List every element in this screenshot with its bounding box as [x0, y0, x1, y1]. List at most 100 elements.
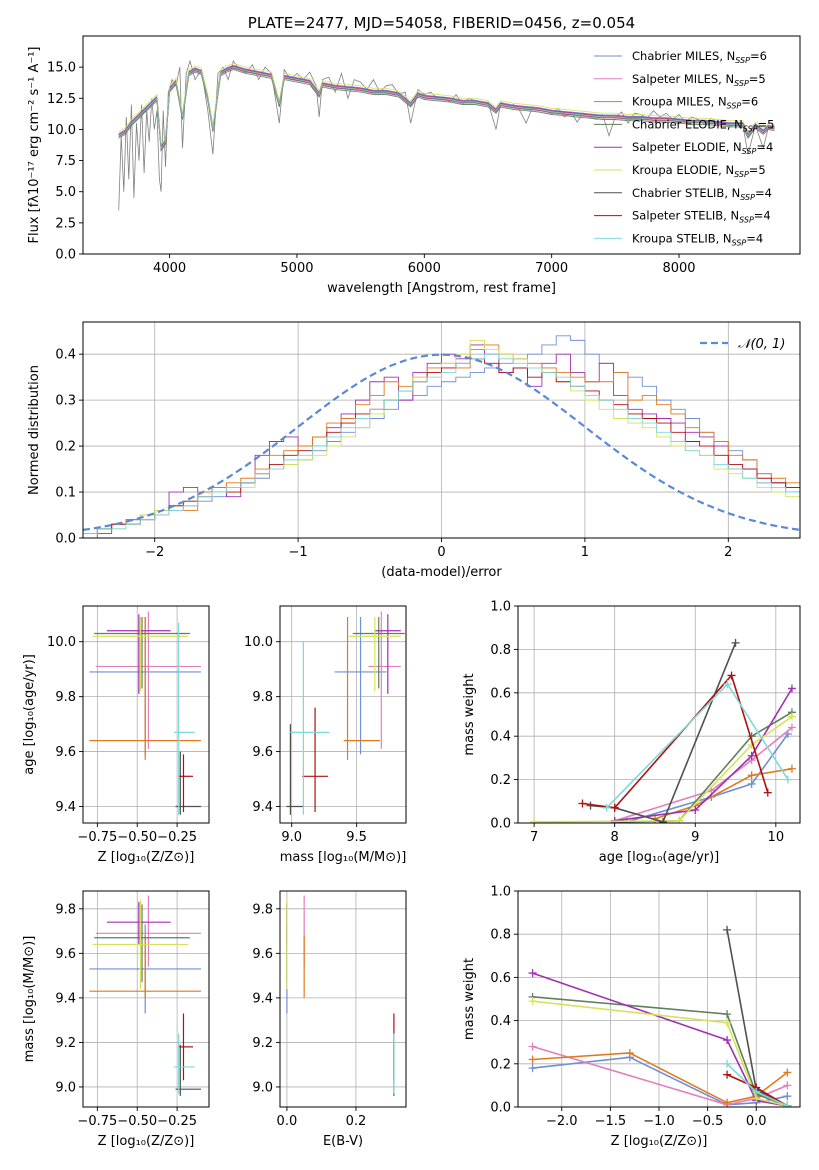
- axes-mass-age: 9.0 9.5 9.4 9.6 9.8 10.0 mass [log₁₀(M/M⊙)]: [244, 605, 407, 865]
- plot-area: [528, 925, 792, 1107]
- weight-marker: [675, 816, 684, 823]
- legend-sub: SSP: [740, 193, 755, 202]
- weight-marker: [752, 1087, 761, 1096]
- x-tick-label: 9.5: [346, 830, 367, 845]
- legend-label: Chabrier MILES, N: [632, 49, 735, 63]
- weight-marker: [763, 788, 772, 797]
- weight-marker: [528, 1064, 537, 1073]
- y-tick-label: 0.2: [490, 773, 511, 788]
- plot-area: [286, 895, 395, 1096]
- legend-sub: SSP: [727, 102, 742, 111]
- legend-entry: 𝒩(0, 1): [738, 337, 785, 352]
- x-tick-label: 0.0: [277, 1114, 298, 1129]
- legend-suffix: =5: [749, 72, 766, 86]
- model-spectrum-line: [118, 62, 775, 146]
- x-axis-label: E(B-V): [323, 1134, 363, 1149]
- axes-ebv-mass: 0.0 0.2 9.0 9.2 9.4 9.6 9.8 E(B-V): [252, 890, 407, 1149]
- y-tick-label: 9.6: [252, 745, 273, 760]
- x-tick-label: 0.2: [346, 1114, 367, 1129]
- x-tick-label: −1.5: [595, 1114, 627, 1129]
- y-tick-label: 9.2: [252, 1036, 273, 1051]
- legend-label: Salpeter MILES, N: [632, 72, 734, 86]
- y-axis-label: mass weight: [462, 958, 477, 1040]
- weight-marker: [723, 1059, 732, 1068]
- x-axis-label: Z [log₁₀(Z/Z⊙)]: [98, 850, 195, 865]
- weight-line: [532, 1000, 788, 1107]
- legend-suffix: =6: [750, 49, 767, 63]
- weight-line: [626, 733, 789, 823]
- y-tick-label: 0.4: [490, 730, 511, 745]
- legend-sub: SSP: [742, 147, 757, 156]
- y-tick-label: 9.6: [55, 947, 76, 962]
- y-tick-label: 0.6: [490, 686, 511, 701]
- y-axis-label: age [log₁₀(age/yr)]: [22, 654, 37, 775]
- weight-marker: [659, 817, 668, 823]
- y-tick-label: 9.8: [55, 902, 76, 917]
- legend-entry: Kroupa STELIB, NSSP=4: [632, 231, 763, 247]
- legend-label: Kroupa MILES, N: [632, 95, 727, 109]
- histogram-step: [83, 344, 800, 538]
- y-tick-label: 0.8: [490, 928, 511, 943]
- gridlines: [83, 891, 209, 1107]
- y-tick-label: 7.5: [55, 154, 76, 169]
- weight-marker: [723, 1098, 732, 1107]
- weight-marker: [723, 680, 732, 689]
- y-tick-label: 5.0: [55, 185, 76, 200]
- weight-line: [726, 1063, 788, 1107]
- axes-Z-age: −0.75 −0.50 −0.25 9.4 9.6 9.8 10.0 Z [log₁₀(Z/Z…: [22, 605, 210, 865]
- y-tick-label: 2.5: [55, 216, 76, 231]
- x-tick-label: −0.50: [117, 1114, 157, 1129]
- x-axis-label: Z [log₁₀(Z/Z⊙)]: [611, 1134, 708, 1149]
- x-tick-label: 8: [611, 830, 619, 845]
- weight-line: [532, 996, 788, 1107]
- gridlines: [83, 606, 209, 823]
- plot-area: [89, 895, 202, 1096]
- legend-entry: Chabrier STELIB, NSSP=4: [632, 186, 772, 202]
- legend-sub: SSP: [735, 56, 750, 65]
- weight-marker: [625, 1049, 634, 1057]
- gridlines: [518, 605, 800, 824]
- legend-label: Salpeter STELIB, N: [632, 209, 739, 223]
- x-tick-label: 10: [768, 830, 785, 845]
- legend-suffix: =5: [749, 163, 766, 177]
- weight-line: [614, 726, 793, 822]
- x-tick-label: 7: [530, 830, 538, 845]
- gridlines: [280, 606, 406, 823]
- x-tick-label: 7000: [535, 261, 568, 276]
- legend-suffix: =4: [756, 140, 773, 154]
- weight-marker: [731, 638, 740, 647]
- axes-age-weight: 7 8 9 10 0.0 0.2 0.4 0.6 0.8 1.0 age [log₁₀(age/yr…: [462, 600, 801, 865]
- weight-marker: [747, 779, 756, 788]
- weight-marker: [610, 803, 619, 812]
- axes-frame: [517, 890, 801, 1108]
- axes-Z-mass: −0.75 −0.50 −0.25 9.0 9.2 9.4 9.6 9.8 Z [log₁₀(Z…: [22, 890, 210, 1149]
- y-tick-label: 12.5: [47, 92, 76, 107]
- x-tick-label: −0.5: [692, 1114, 724, 1129]
- x-tick-label: −0.75: [77, 1114, 117, 1129]
- legend-suffix: =4: [755, 186, 772, 200]
- weight-marker: [783, 1081, 792, 1090]
- legend-suffix: =4: [746, 231, 763, 245]
- histogram-step: [83, 353, 800, 538]
- plot-area: [286, 611, 405, 815]
- axes-frame: [279, 605, 407, 824]
- plot-area: [89, 611, 202, 815]
- weight-marker: [727, 671, 736, 680]
- weight-line: [534, 716, 793, 823]
- x-axis-label: (data-model)/error: [381, 565, 502, 580]
- weight-marker: [528, 997, 537, 1006]
- weight-line: [532, 1052, 788, 1104]
- weight-marker: [783, 1068, 792, 1077]
- legend-entry: Chabrier MILES, NSSP=6: [632, 49, 767, 65]
- plot-area: [83, 335, 800, 538]
- chart-title: PLATE=2477, MJD=54058, FIBERID=0456, z=0…: [248, 14, 635, 32]
- weight-marker: [747, 771, 756, 780]
- y-tick-label: 0.2: [490, 1057, 511, 1072]
- x-tick-label: −0.25: [157, 1114, 197, 1129]
- y-tick-label: 9.2: [55, 1036, 76, 1051]
- x-tick-label: −1.0: [643, 1114, 675, 1129]
- x-tick-label: −0.25: [157, 830, 197, 845]
- legend-entry: Chabrier ELODIE, NSSP=5: [632, 117, 774, 133]
- y-tick-label: 0.4: [55, 348, 76, 363]
